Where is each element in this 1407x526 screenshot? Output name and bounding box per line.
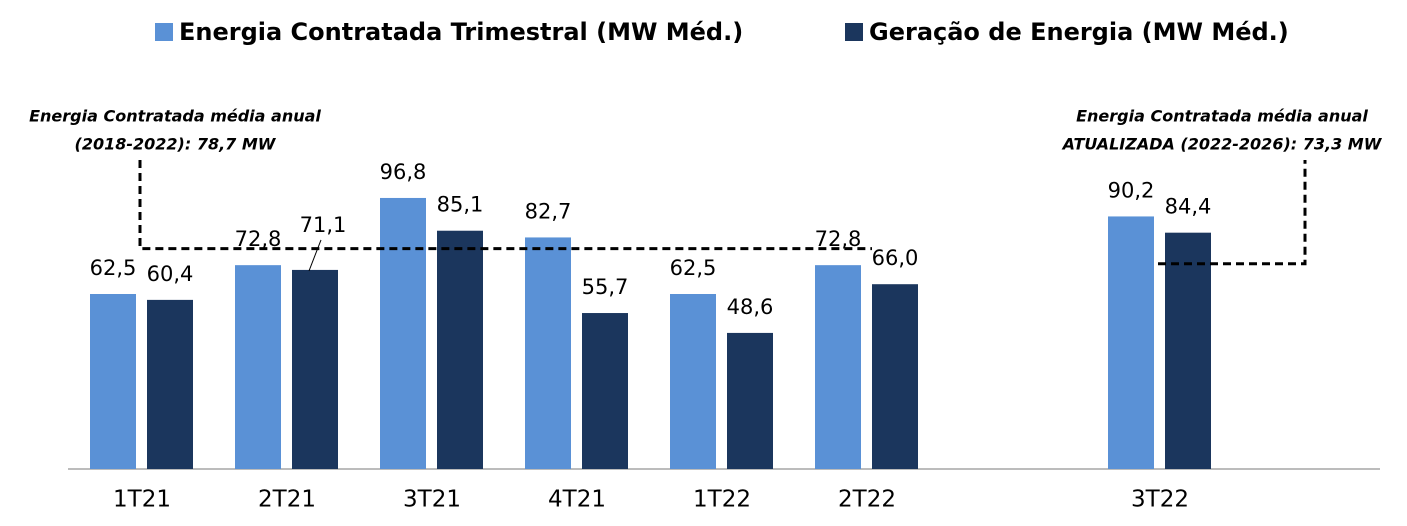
value-label: 62,5 bbox=[90, 256, 137, 280]
bar bbox=[525, 237, 571, 469]
value-label: 84,4 bbox=[1165, 195, 1212, 219]
annotation: ATUALIZADA (2022-2026): 73,3 MW bbox=[1061, 135, 1383, 154]
bar bbox=[1165, 232, 1211, 469]
bar bbox=[437, 230, 483, 469]
x-tick-label: 3T22 bbox=[1131, 487, 1189, 513]
value-label: 66,0 bbox=[872, 246, 919, 270]
x-tick-label: 3T21 bbox=[403, 487, 461, 513]
x-tick-label: 1T21 bbox=[113, 487, 171, 513]
value-label: 96,8 bbox=[380, 160, 427, 184]
bar bbox=[670, 294, 716, 469]
x-tick-label: 4T21 bbox=[548, 487, 606, 513]
annotation: Energia Contratada média anual bbox=[1076, 107, 1368, 126]
value-label: 62,5 bbox=[670, 256, 717, 280]
bar bbox=[582, 313, 628, 469]
value-label: 85,1 bbox=[437, 193, 484, 217]
leader-line bbox=[308, 239, 322, 272]
value-label: 71,1 bbox=[300, 213, 347, 237]
value-label: 60,4 bbox=[147, 262, 194, 286]
bar bbox=[147, 299, 193, 469]
value-label: 90,2 bbox=[1108, 178, 1155, 202]
x-tick-label: 2T21 bbox=[258, 487, 316, 513]
bar bbox=[872, 284, 918, 469]
annotation: Energia Contratada média anual bbox=[29, 107, 321, 126]
x-tick-label: 2T22 bbox=[838, 487, 896, 513]
bar bbox=[90, 294, 136, 469]
reference-line bbox=[1158, 160, 1307, 266]
legend-label: Energia Contratada Trimestral (MW Méd.) bbox=[179, 18, 743, 46]
bar bbox=[235, 265, 281, 469]
bar bbox=[815, 265, 861, 469]
legend-label: Geração de Energia (MW Méd.) bbox=[869, 18, 1289, 46]
value-label: 48,6 bbox=[727, 295, 774, 319]
bar bbox=[292, 269, 338, 469]
annotation: (2018-2022): 78,7 MW bbox=[75, 135, 277, 154]
x-tick-label: 1T22 bbox=[693, 487, 751, 513]
value-label: 55,7 bbox=[582, 275, 629, 299]
reference-line bbox=[138, 160, 872, 251]
value-label: 82,7 bbox=[525, 199, 572, 223]
bar bbox=[380, 197, 426, 469]
bar bbox=[1108, 216, 1154, 469]
legend-swatch bbox=[155, 23, 173, 41]
bar bbox=[727, 332, 773, 469]
legend-swatch bbox=[845, 23, 863, 41]
